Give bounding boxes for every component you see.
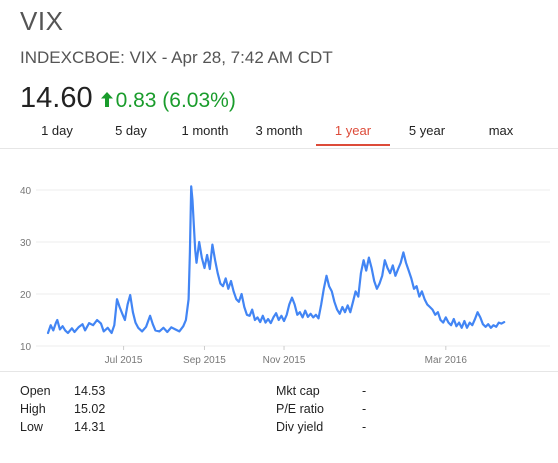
stat-label: Open <box>20 384 51 398</box>
y-tick-label: 10 <box>20 342 32 353</box>
stat-mkt-cap: Mkt cap - <box>276 384 366 402</box>
tab-3-month[interactable]: 3 month <box>255 123 303 138</box>
x-tick-label: Mar 2016 <box>425 355 468 366</box>
stat-div-yield: Div yield - <box>276 420 366 438</box>
range-tabs: 1 day 5 day 1 month 3 month 1 year 5 yea… <box>20 120 538 146</box>
x-tick-label: Sep 2015 <box>183 355 226 366</box>
stat-value: 14.31 <box>74 420 106 434</box>
divider <box>0 148 558 149</box>
price-chart[interactable]: 10 20 30 40 Jul 2015 Sep 2015 Nov 2015 Mar 2016 <box>0 150 558 370</box>
stat-value: - <box>362 384 367 398</box>
tab-1-month[interactable]: 1 month <box>181 123 229 138</box>
price-row: 14.60 0.83 (6.03%) <box>20 82 236 115</box>
tab-max[interactable]: max <box>488 123 514 138</box>
stat-value: - <box>362 420 367 434</box>
x-tick-label: Jul 2015 <box>105 355 143 366</box>
tab-1-day[interactable]: 1 day <box>41 123 73 138</box>
stats-right: Mkt cap - P/E ratio - Div yield - <box>276 384 366 438</box>
stat-value: 15.02 <box>74 402 106 416</box>
current-price: 14.60 <box>20 82 93 114</box>
exchange-timestamp: INDEXCBOE: VIX - Apr 28, 7:42 AM CDT <box>20 48 333 67</box>
stat-label: Mkt cap <box>276 384 320 398</box>
x-tick-label: Nov 2015 <box>263 355 306 366</box>
y-tick-label: 20 <box>20 290 32 301</box>
stat-label: P/E ratio <box>276 402 324 416</box>
stat-label: Div yield <box>276 420 324 434</box>
tab-5-year[interactable]: 5 year <box>408 123 446 138</box>
ticker-symbol: VIX <box>20 6 64 36</box>
stat-low: Low 14.31 <box>20 420 105 438</box>
stat-label: High <box>20 402 46 416</box>
up-arrow-icon <box>100 91 113 112</box>
price-change: 0.83 (6.03%) <box>100 89 236 113</box>
price-change-text: 0.83 (6.03%) <box>115 89 236 112</box>
stat-pe-ratio: P/E ratio - <box>276 402 366 420</box>
stat-open: Open 14.53 <box>20 384 105 402</box>
divider <box>0 371 558 372</box>
y-tick-label: 40 <box>20 186 32 197</box>
series-line <box>46 185 506 335</box>
stat-high: High 15.02 <box>20 402 105 420</box>
stats-left: Open 14.53 High 15.02 Low 14.31 <box>20 384 105 438</box>
y-tick-label: 30 <box>20 238 32 249</box>
stat-value: 14.53 <box>74 384 106 398</box>
tab-1-year[interactable]: 1 year <box>316 120 390 146</box>
tab-5-day[interactable]: 5 day <box>115 123 147 138</box>
stat-value: - <box>362 402 367 416</box>
stat-label: Low <box>20 420 43 434</box>
